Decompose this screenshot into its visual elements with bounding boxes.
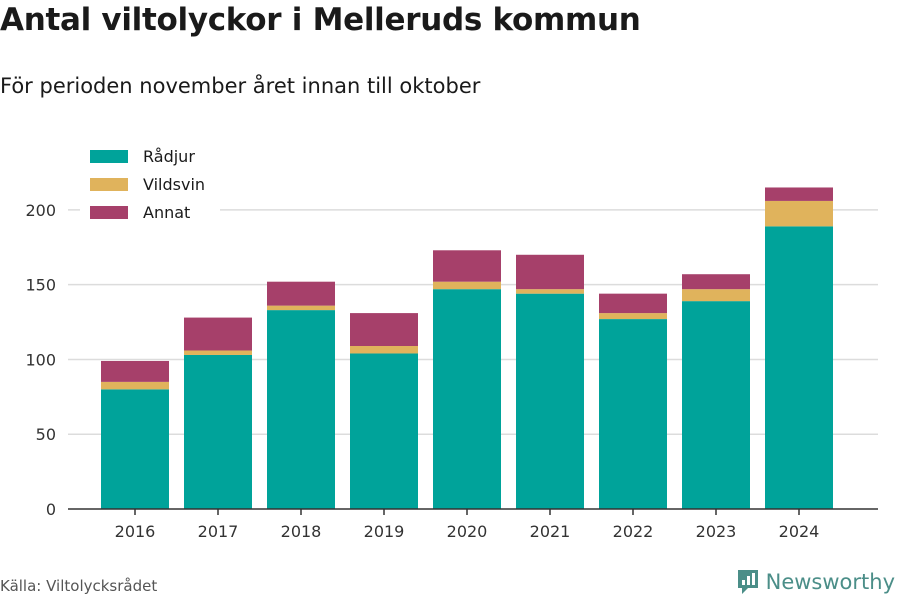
bar-segment-rådjur-2016 [101,389,169,509]
bar-segment-annat-2020 [433,250,501,282]
bar-segment-rådjur-2022 [599,319,667,509]
bar-segment-vildsvin-2020 [433,281,501,290]
bar-segment-annat-2019 [350,313,418,346]
brand-logo: Newsworthy [736,568,895,596]
bar-segment-vildsvin-2023 [682,289,750,302]
bar-segment-vildsvin-2024 [765,200,833,227]
x-tick-label: 2019 [364,522,405,541]
bar-segment-annat-2017 [184,317,252,351]
bar-segment-rådjur-2024 [765,226,833,510]
legend-swatch-vildsvin [90,178,128,191]
bar-segment-rådjur-2020 [433,289,501,509]
x-tick-label: 2018 [281,522,322,541]
bar-segment-annat-2024 [765,187,833,201]
bar-segment-rådjur-2019 [350,353,418,509]
bar-segment-rådjur-2021 [516,293,584,509]
chart-title: Antal viltolyckor i Melleruds kommun [0,2,641,38]
legend-swatch-annat [90,206,128,219]
bar-segment-annat-2022 [599,293,667,314]
bar-segment-rådjur-2017 [184,354,252,509]
bar-segment-vildsvin-2022 [599,313,667,320]
x-tick-label: 2021 [530,522,571,541]
bar-segment-annat-2023 [682,274,750,290]
x-tick-label: 2016 [115,522,156,541]
bar-segment-rådjur-2018 [267,310,335,509]
axes: 0 50 100 150 200 2016 2017 2018 2019 2020 2021 2022… [25,201,878,541]
bar-segment-vildsvin-2021 [516,289,584,294]
brand-name: Newsworthy [765,570,895,594]
legend-swatch-rådjur [90,150,128,163]
source-note: Källa: Viltolycksrådet [0,577,158,595]
y-tick-label: 50 [36,425,56,444]
bar-segment-vildsvin-2019 [350,345,418,354]
legend-label: Annat [143,203,190,222]
chart-subtitle: För perioden november året innan till ok… [0,74,481,98]
bar-segment-annat-2016 [101,360,169,382]
legend-label: Rådjur [143,147,195,166]
y-tick-label: 100 [25,350,56,369]
y-tick-label: 200 [25,201,56,220]
bars [101,187,833,510]
legend-label: Vildsvin [143,175,205,194]
bar-segment-vildsvin-2016 [101,381,169,390]
bar-segment-rådjur-2023 [682,301,750,509]
bar-segment-annat-2021 [516,254,584,290]
x-tick-label: 2022 [613,522,654,541]
newsworthy-logo-icon [737,570,758,594]
bar-segment-annat-2018 [267,281,335,306]
x-tick-label: 2023 [696,522,737,541]
x-tick-label: 2024 [779,522,820,541]
y-tick-label: 0 [46,500,56,519]
bar-segment-vildsvin-2017 [184,350,252,355]
y-tick-label: 150 [25,276,56,295]
x-tick-label: 2020 [447,522,488,541]
x-tick-label: 2017 [198,522,239,541]
bar-segment-vildsvin-2018 [267,305,335,311]
legend: Rådjur Vildsvin Annat [80,138,220,230]
